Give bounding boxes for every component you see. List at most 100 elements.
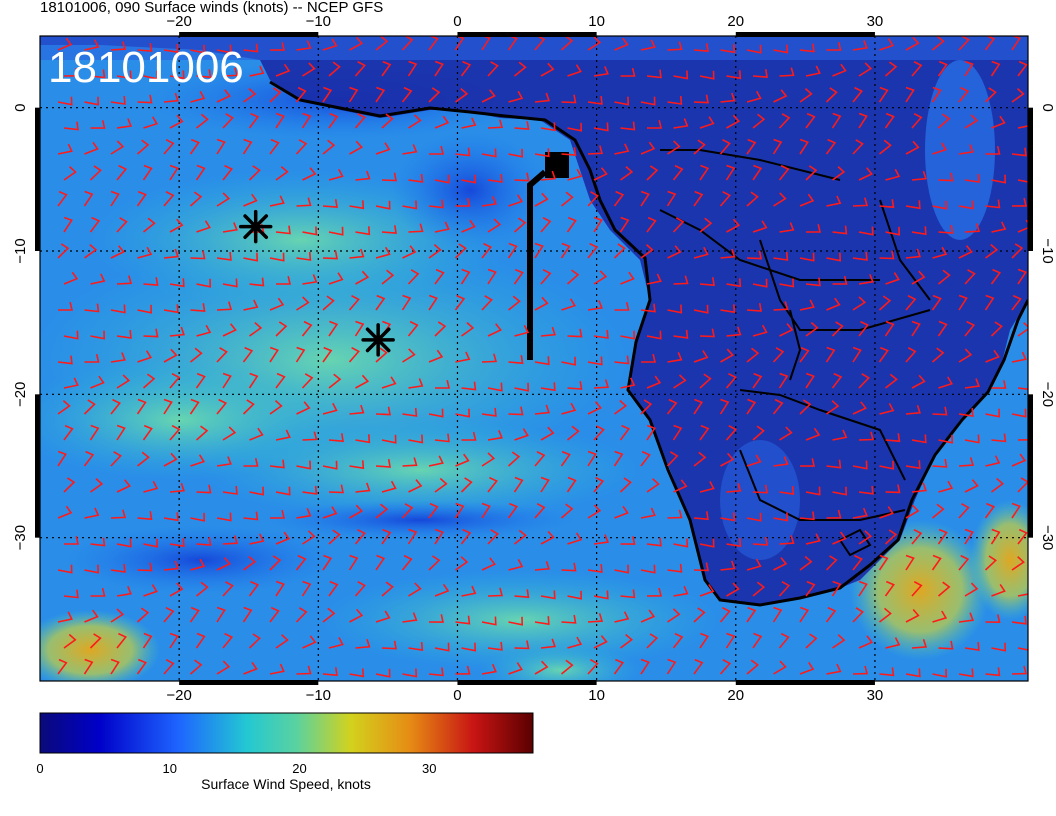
wind-barb xyxy=(435,380,451,389)
frame-tick-bar xyxy=(457,680,597,685)
wind-barb xyxy=(63,589,79,599)
wind-barb xyxy=(249,277,265,287)
wind-barb xyxy=(116,585,132,597)
wind-barb xyxy=(540,216,552,233)
wind-barb xyxy=(349,668,365,678)
wind-barb xyxy=(619,424,631,441)
wind-barb xyxy=(693,190,704,207)
wind-barb xyxy=(561,562,577,572)
wind-barb xyxy=(852,460,868,470)
wind-barb xyxy=(720,348,734,363)
wind-barb xyxy=(593,216,603,233)
wind-barb xyxy=(990,321,1003,337)
wind-barb xyxy=(169,114,184,129)
wind-barb xyxy=(349,36,364,51)
wind-barb xyxy=(381,113,394,129)
wind-barb xyxy=(614,96,630,106)
wind-barb xyxy=(587,356,603,366)
wind-barb xyxy=(991,115,1006,129)
wind-barb xyxy=(1017,268,1027,285)
wind-barb xyxy=(725,632,736,649)
wind-barb xyxy=(932,246,948,259)
wind-barb xyxy=(667,245,682,259)
wind-barb xyxy=(1011,351,1027,363)
wind-barb xyxy=(190,558,206,571)
wind-barb xyxy=(481,196,497,207)
wind-barb xyxy=(190,347,203,363)
frame-tick-bar xyxy=(735,32,875,37)
wind-barb xyxy=(640,141,656,155)
wind-barb xyxy=(84,354,100,363)
wind-barb xyxy=(985,349,1000,363)
wind-barb xyxy=(116,374,131,389)
wind-barb xyxy=(402,200,418,210)
wind-barb xyxy=(725,424,737,441)
wind-barb xyxy=(752,484,768,494)
wind-barb xyxy=(487,529,499,545)
wind-barb xyxy=(640,564,656,574)
wind-barb xyxy=(614,564,630,574)
wind-barb xyxy=(136,190,147,207)
wind-barb xyxy=(296,665,312,675)
wind-barb xyxy=(984,502,996,519)
wind-barb xyxy=(1011,408,1027,418)
wind-barb xyxy=(832,429,848,441)
lon-tick-label-bottom: 10 xyxy=(588,687,605,704)
frame-tick-bar xyxy=(735,680,875,685)
wind-barb xyxy=(672,164,684,181)
wind-barb xyxy=(752,324,768,337)
wind-barb xyxy=(614,611,630,623)
wind-barb xyxy=(83,399,96,415)
wind-barb xyxy=(137,350,153,363)
wind-barb xyxy=(799,555,813,571)
wind-barb xyxy=(348,346,360,363)
lon-tick-label-bottom: 30 xyxy=(867,687,884,704)
wind-barb xyxy=(831,321,844,337)
wind-barb xyxy=(222,323,237,337)
wind-barb xyxy=(567,122,583,132)
wind-barb xyxy=(1011,88,1025,103)
wind-barb xyxy=(779,67,795,77)
wind-barb xyxy=(726,278,742,288)
wind-barb xyxy=(354,112,366,129)
wind-barb xyxy=(646,165,659,181)
wind-barb xyxy=(507,502,518,519)
wind-barb xyxy=(514,589,530,599)
wind-barb xyxy=(349,460,365,470)
wind-barb xyxy=(646,587,663,597)
wind-barb xyxy=(852,86,863,103)
wind-barb xyxy=(805,427,821,441)
wind-barb xyxy=(481,353,498,363)
wind-barb xyxy=(84,303,100,313)
wind-barb xyxy=(879,607,892,623)
wind-barb xyxy=(63,477,76,493)
wind-barb xyxy=(752,220,768,233)
wind-barb xyxy=(487,218,502,233)
wind-barb xyxy=(375,406,391,416)
wind-barb xyxy=(958,86,970,103)
wind-barb xyxy=(937,320,948,337)
wind-barb xyxy=(116,538,132,548)
wind-barb xyxy=(513,476,524,493)
wind-barb xyxy=(858,530,872,545)
wind-barb xyxy=(401,503,414,519)
wind-barb xyxy=(89,216,101,233)
wind-barb xyxy=(567,64,582,77)
wind-barb xyxy=(461,381,477,391)
wind-barb xyxy=(938,640,954,650)
wind-barb xyxy=(832,225,848,235)
wind-barb xyxy=(296,401,311,415)
wind-barb xyxy=(508,295,521,311)
wind-barb xyxy=(911,580,923,597)
wind-barb xyxy=(885,272,900,285)
wind-barb xyxy=(328,226,344,236)
wind-barb xyxy=(355,638,371,649)
wind-barb xyxy=(991,174,1007,184)
wind-barb xyxy=(508,194,524,207)
wind-barb xyxy=(269,346,279,363)
wind-barb xyxy=(301,112,312,129)
wind-barb xyxy=(567,380,583,390)
wind-barb xyxy=(620,589,636,599)
wind-barb xyxy=(937,113,951,129)
wind-barb xyxy=(831,112,842,129)
